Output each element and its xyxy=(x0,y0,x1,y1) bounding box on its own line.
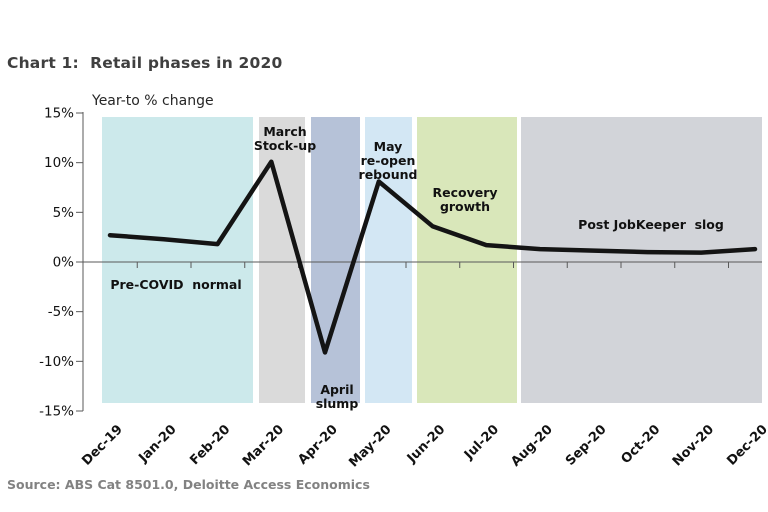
x-axis-label: Nov-20 xyxy=(670,422,717,469)
retail-growth-line xyxy=(107,159,758,355)
x-axis-label: Jul-20 xyxy=(461,422,502,463)
phase-label-recovery-growth: Recovery xyxy=(432,185,497,200)
phase-label-may-reopen-rebound: May xyxy=(374,139,403,154)
phase-label-may-reopen-rebound: re-open xyxy=(361,153,416,168)
y-axis-label: 5% xyxy=(53,205,75,221)
x-axis-label: Apr-20 xyxy=(295,422,340,467)
y-axis-label: -5% xyxy=(48,304,74,320)
phase-band-may-reopen-rebound xyxy=(365,117,412,403)
y-axis-label: 10% xyxy=(44,155,74,171)
phase-label-post-jobkeeper-slog: Post JobKeeper slog xyxy=(578,217,724,232)
x-axis-label: Dec-19 xyxy=(79,422,126,469)
phase-label-recovery-growth: growth xyxy=(440,199,490,214)
phase-band-pre-covid-normal xyxy=(102,117,253,403)
y-axis-label: -15% xyxy=(39,404,74,420)
x-axis-label: Jun-20 xyxy=(404,422,448,466)
phase-label-march-stock-up: March xyxy=(263,124,306,139)
source-note: Source: ABS Cat 8501.0, Deloitte Access … xyxy=(7,477,370,492)
phase-label-april-slump: April xyxy=(320,382,353,397)
x-axis-label: Mar-20 xyxy=(240,422,287,469)
x-axis-label: May-20 xyxy=(346,422,394,470)
phase-label-march-stock-up: Stock-up xyxy=(254,138,316,153)
y-axis-label: -10% xyxy=(39,354,74,370)
phase-label-pre-covid-normal: Pre-COVID normal xyxy=(110,277,241,292)
x-axis-label: Oct-20 xyxy=(618,422,663,467)
x-axis-label: Dec-20 xyxy=(724,422,768,469)
x-axis-label: Sep-20 xyxy=(563,422,610,469)
x-axis-label: Aug-20 xyxy=(508,422,555,469)
x-axis-label: Feb-20 xyxy=(187,422,233,468)
x-axis-label: Jan-20 xyxy=(135,422,179,466)
y-axis-label: 0% xyxy=(53,255,75,271)
y-axis-title: Year-to % change xyxy=(92,93,214,109)
phase-label-april-slump: slump xyxy=(316,396,359,411)
y-axis-label: 15% xyxy=(44,106,74,122)
phase-label-may-reopen-rebound: rebound xyxy=(359,167,418,182)
phase-band-recovery-growth xyxy=(417,117,517,403)
chart-title: Chart 1: Retail phases in 2020 xyxy=(7,54,283,72)
phase-band-post-jobkeeper-slog xyxy=(521,117,762,403)
